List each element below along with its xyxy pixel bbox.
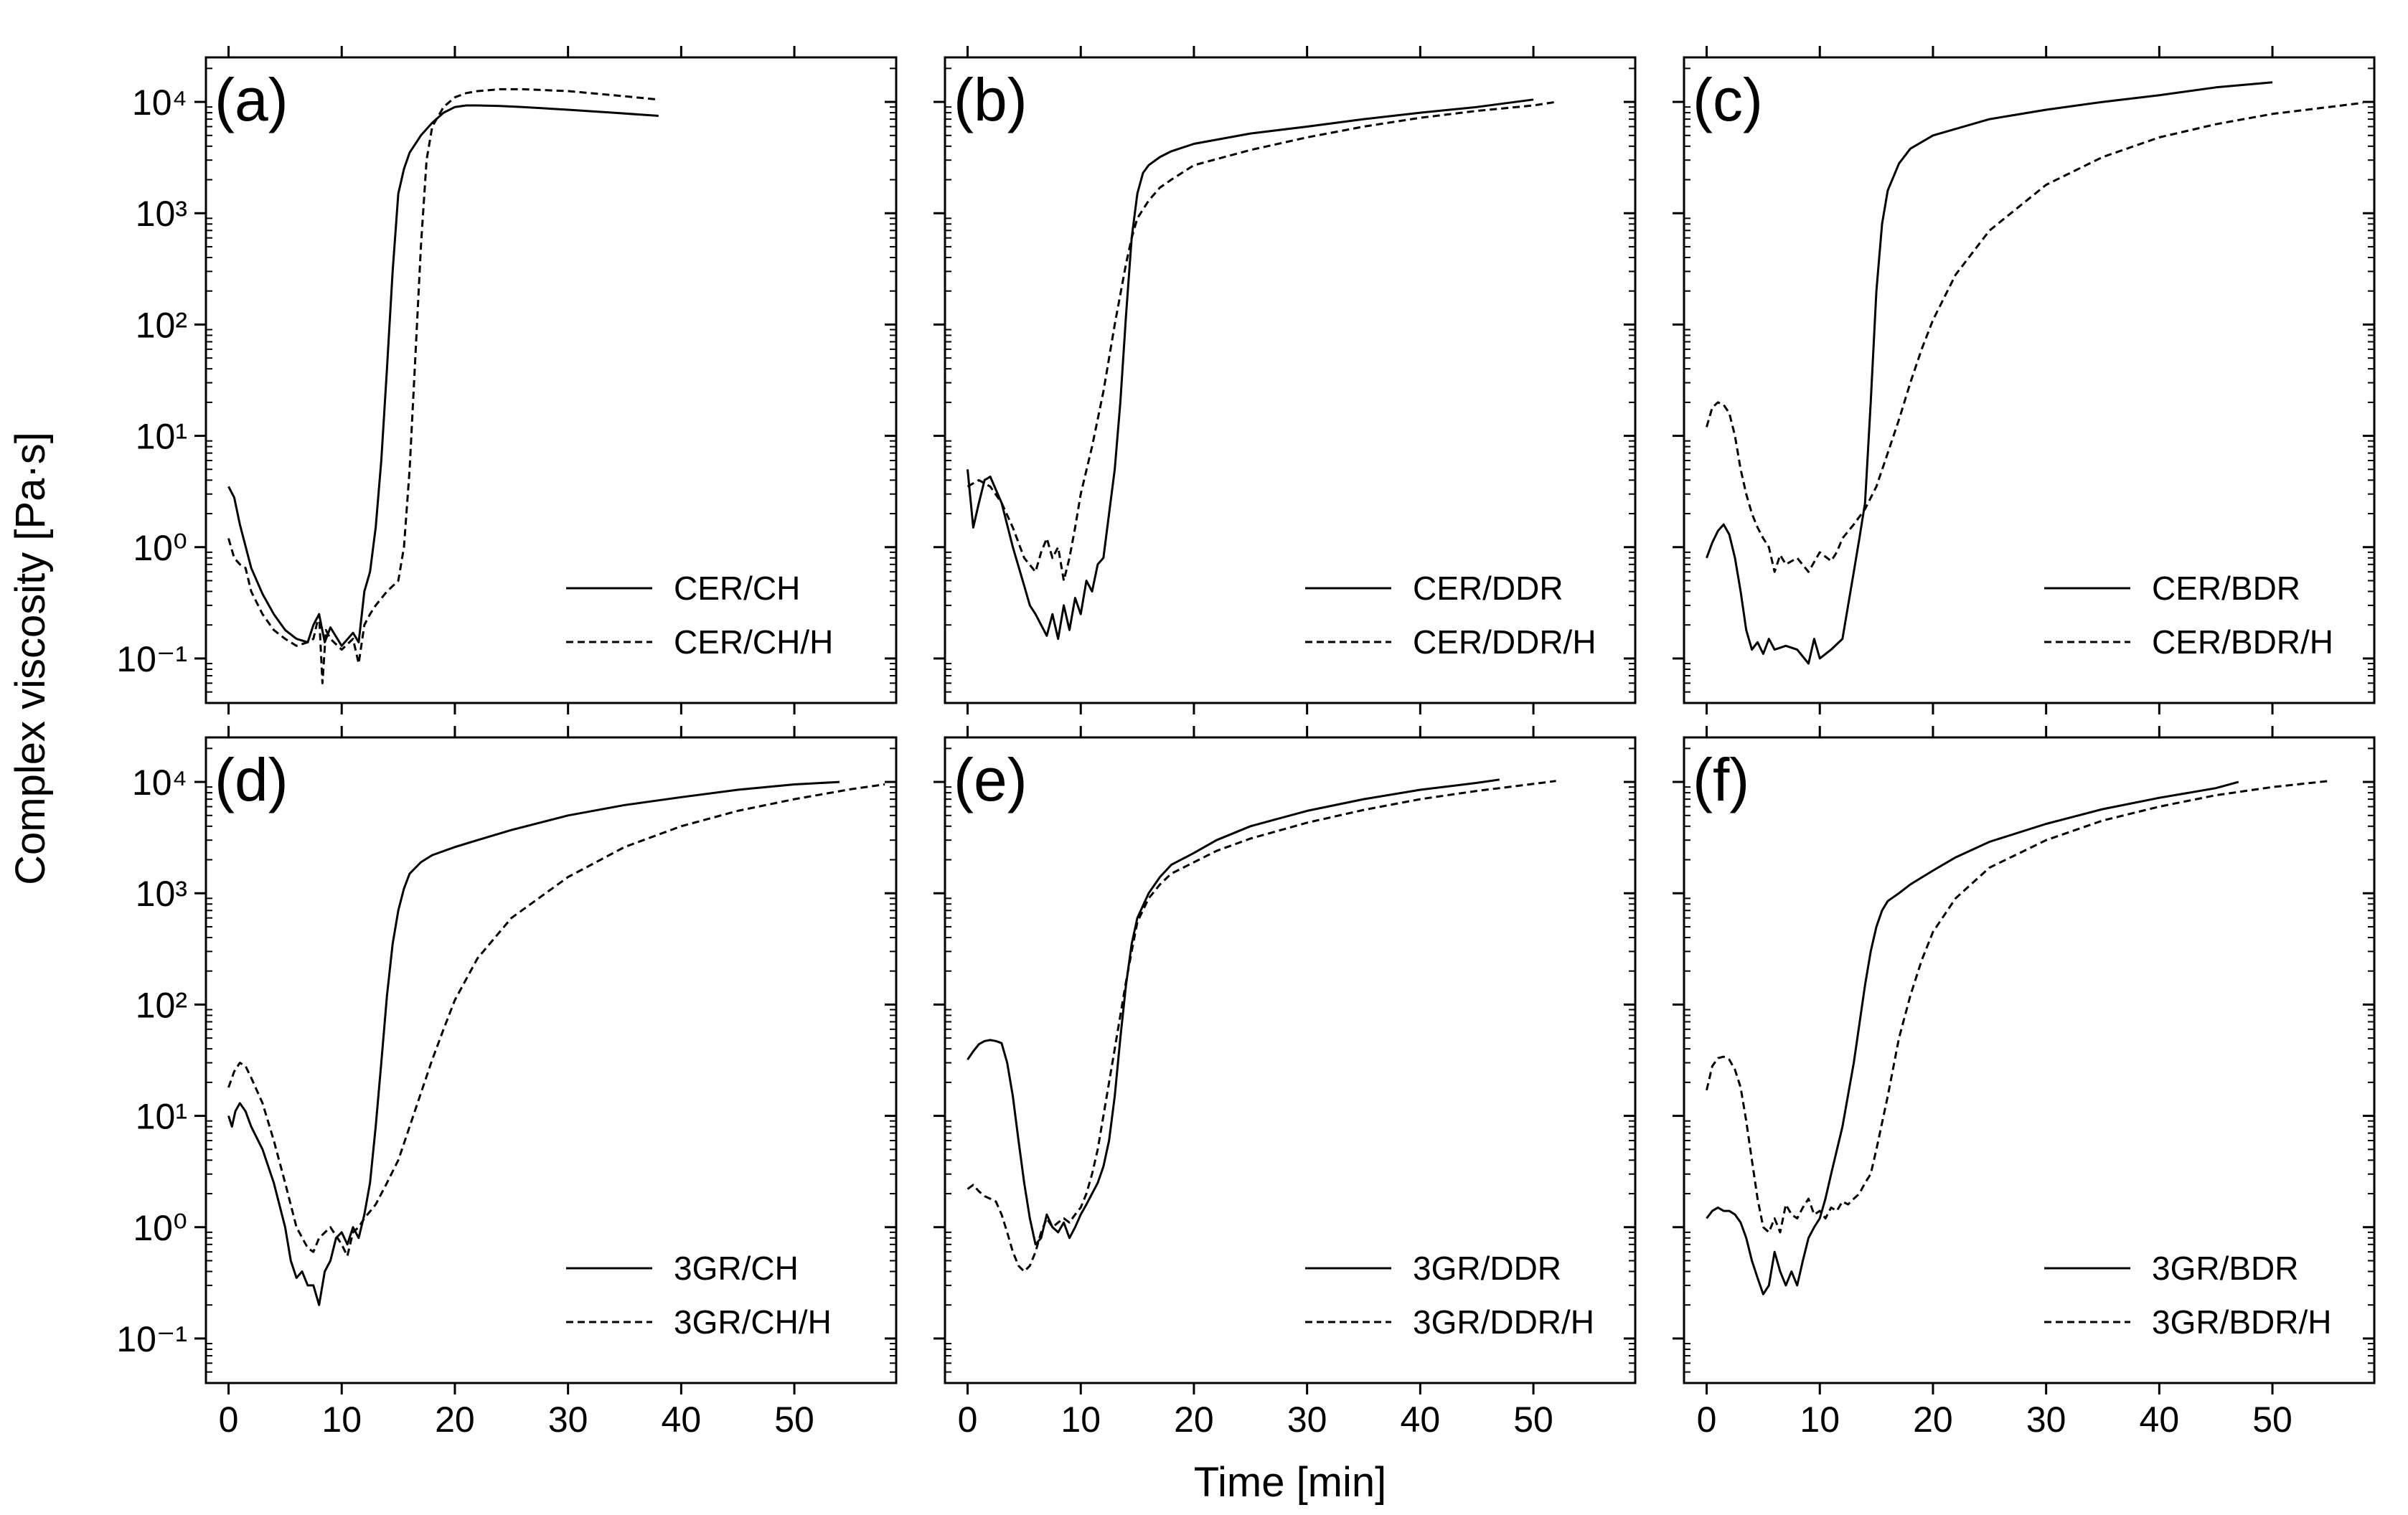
panels: 10⁻¹ 10⁰ 10¹ 10² 10³ 10⁴ (a) CER/CH CER/CH/H (b) C… <box>116 46 2376 1440</box>
x-tick-label: 10 <box>321 1400 362 1440</box>
x-tick-label: 50 <box>1513 1400 1553 1440</box>
legend-label: CER/BDR/H <box>2152 623 2333 661</box>
x-tick-label: 10 <box>1800 1400 1840 1440</box>
series-line-cer-ch-h <box>227 88 659 684</box>
y-tick-label: 10² <box>136 305 187 345</box>
y-tick-label: 10⁰ <box>133 1208 187 1248</box>
y-tick-label: 10⁻¹ <box>116 639 187 679</box>
series-line-cer-ddr-h <box>967 100 1556 582</box>
panel-label: (d) <box>215 746 288 813</box>
x-tick-label: 30 <box>2026 1400 2066 1440</box>
legend-label: 3GR/CH <box>674 1250 799 1287</box>
x-tick-label: 20 <box>1913 1400 1953 1440</box>
x-tick-label: 0 <box>1697 1400 1717 1440</box>
x-tick-label: 20 <box>435 1400 475 1440</box>
series-line-cer-bdr <box>1706 81 2273 665</box>
legend-label: 3GR/BDR <box>2152 1250 2298 1287</box>
x-tick-label: 0 <box>958 1400 978 1440</box>
panel-label: (e) <box>954 746 1027 813</box>
x-tick-label: 40 <box>2140 1400 2180 1440</box>
plot-frame <box>204 736 898 1384</box>
legend-label: CER/DDR <box>1413 570 1563 607</box>
chart-panel-6: 0 10 20 30 40 50 (f) 3GR/BDR 3GR/BDR/H <box>1673 726 2376 1440</box>
panel-label: (b) <box>954 66 1027 133</box>
chart-panel-5: 0 10 20 30 40 50 (e) 3GR/DDR 3GR/DDR/H <box>933 726 1637 1440</box>
y-tick-label: 10³ <box>136 194 187 234</box>
x-tick-label: 10 <box>1060 1400 1101 1440</box>
series-line-cer-ddr <box>967 98 1534 641</box>
chart-panel-2: (b) CER/DDR CER/DDR/H <box>933 46 1637 714</box>
plot-frame <box>204 56 898 704</box>
chart-panel-3: (c) CER/BDR CER/BDR/H <box>1673 46 2376 714</box>
legend-label: 3GR/BDR/H <box>2152 1303 2331 1341</box>
x-tick-label: 50 <box>2252 1400 2292 1440</box>
plot-frame <box>1683 736 2376 1384</box>
legend-label: 3GR/CH/H <box>674 1303 832 1341</box>
series-line-3gr-ch <box>227 780 840 1306</box>
legend-label: 3GR/DDR/H <box>1413 1303 1594 1341</box>
legend-label: CER/CH <box>674 570 800 607</box>
series-line-3gr-ddr-h <box>967 780 1556 1273</box>
panel-label: (c) <box>1693 66 1763 133</box>
x-tick-label: 40 <box>662 1400 702 1440</box>
y-tick-label: 10³ <box>136 874 187 914</box>
legend-label: CER/BDR <box>2152 570 2300 607</box>
series-line-3gr-ddr <box>967 778 1500 1246</box>
series-line-3gr-bdr <box>1706 780 2239 1295</box>
plot-frame <box>944 56 1637 704</box>
y-tick-label: 10¹ <box>136 1097 187 1137</box>
x-tick-label: 40 <box>1401 1400 1441 1440</box>
series-line-cer-bdr-h <box>1706 101 2364 573</box>
legend-label: 3GR/DDR <box>1413 1250 1561 1287</box>
chart-panel-4: 0 10 20 30 40 50 10⁻¹ 10⁰ 10¹ 10² 10³ 10⁴ (d) 3GR/CH 3… <box>116 726 898 1440</box>
y-tick-label: 10¹ <box>136 417 187 457</box>
series-line-3gr-bdr-h <box>1706 780 2330 1234</box>
panel-label: (a) <box>215 66 288 133</box>
y-tick-label: 10⁴ <box>132 82 187 123</box>
legend-label: CER/DDR/H <box>1413 623 1596 661</box>
y-tick-label: 10⁻¹ <box>116 1319 187 1359</box>
y-tick-label: 10² <box>136 985 187 1025</box>
plot-frame <box>1683 56 2376 704</box>
x-tick-label: 0 <box>219 1400 239 1440</box>
plot-frame <box>944 736 1637 1384</box>
legend-label: CER/CH/H <box>674 623 833 661</box>
y-tick-label: 10⁴ <box>132 763 187 803</box>
chart-panel-1: 10⁻¹ 10⁰ 10¹ 10² 10³ 10⁴ (a) CER/CH CER/CH/H <box>116 46 898 714</box>
x-tick-label: 30 <box>548 1400 588 1440</box>
x-tick-label: 50 <box>774 1400 814 1440</box>
y-tick-label: 10⁰ <box>133 528 187 568</box>
x-tick-label: 30 <box>1287 1400 1327 1440</box>
series-line-cer-ch <box>227 104 659 647</box>
series-line-3gr-ch-h <box>227 783 885 1257</box>
x-tick-label: 20 <box>1174 1400 1214 1440</box>
panel-label: (f) <box>1693 746 1749 813</box>
x-axis-label: Time [min] <box>1194 1459 1387 1506</box>
y-axis-label: Complex viscosity [Pa·s] <box>7 432 54 885</box>
